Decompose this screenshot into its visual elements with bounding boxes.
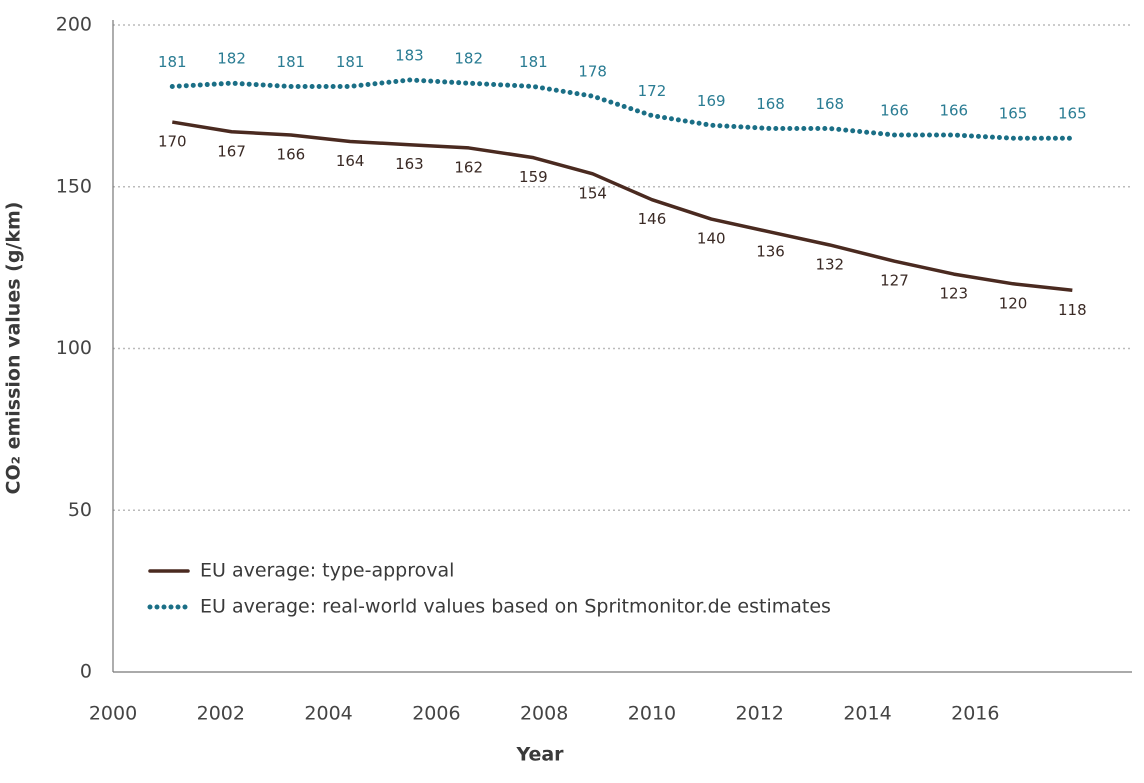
data-label: 146	[638, 210, 667, 228]
x-tick-label: 2004	[304, 703, 352, 725]
legend-label: EU average: type-approval	[200, 560, 454, 582]
data-label: 181	[336, 53, 365, 71]
data-label: 168	[815, 95, 844, 113]
data-label: 182	[217, 50, 246, 68]
x-tick-label: 2014	[843, 703, 891, 725]
data-label: 167	[217, 142, 246, 160]
data-label: 170	[158, 133, 187, 151]
data-label: 163	[395, 155, 424, 173]
data-label: 183	[395, 46, 424, 64]
series-line	[172, 120, 1073, 293]
data-label: 181	[277, 53, 306, 71]
y-axis-title: CO₂ emission values (g/km)	[3, 202, 25, 495]
x-axis-title: Year	[515, 744, 564, 766]
x-tick-label: 2000	[89, 703, 137, 725]
x-tick-label: 2006	[412, 703, 460, 725]
data-label: 123	[939, 285, 968, 303]
data-label: 166	[277, 145, 306, 163]
y-tick-label: 150	[56, 175, 92, 197]
y-tick-label: 200	[56, 14, 92, 36]
series-line	[169, 77, 1075, 141]
y-tick-label: 50	[68, 499, 92, 521]
data-label: 136	[756, 243, 785, 261]
data-label: 165	[1058, 105, 1087, 123]
x-tick-label: 2012	[736, 703, 784, 725]
data-label: 178	[578, 63, 607, 81]
data-label: 166	[939, 101, 968, 119]
y-tick-label: 0	[80, 661, 92, 683]
data-label: 132	[815, 255, 844, 273]
data-label: 172	[638, 82, 667, 100]
data-label: 166	[880, 101, 909, 119]
data-label: 127	[880, 272, 909, 290]
data-label: 120	[999, 294, 1028, 312]
data-label: 181	[519, 53, 548, 71]
legend-label: EU average: real-world values based on S…	[200, 596, 831, 618]
data-label: 140	[697, 230, 726, 248]
data-label: 169	[697, 92, 726, 110]
x-tick-label: 2008	[520, 703, 568, 725]
x-tick-label: 2010	[628, 703, 676, 725]
data-label: 154	[578, 184, 607, 202]
data-label: 168	[756, 95, 785, 113]
data-label: 159	[519, 168, 548, 186]
x-tick-label: 2002	[197, 703, 245, 725]
x-tick-label: 2016	[951, 703, 999, 725]
data-label: 162	[454, 158, 483, 176]
data-label: 165	[999, 105, 1028, 123]
data-label: 164	[336, 152, 365, 170]
data-label: 181	[158, 53, 187, 71]
data-label: 118	[1058, 301, 1087, 319]
y-tick-label: 100	[56, 337, 92, 359]
data-label: 182	[454, 50, 483, 68]
